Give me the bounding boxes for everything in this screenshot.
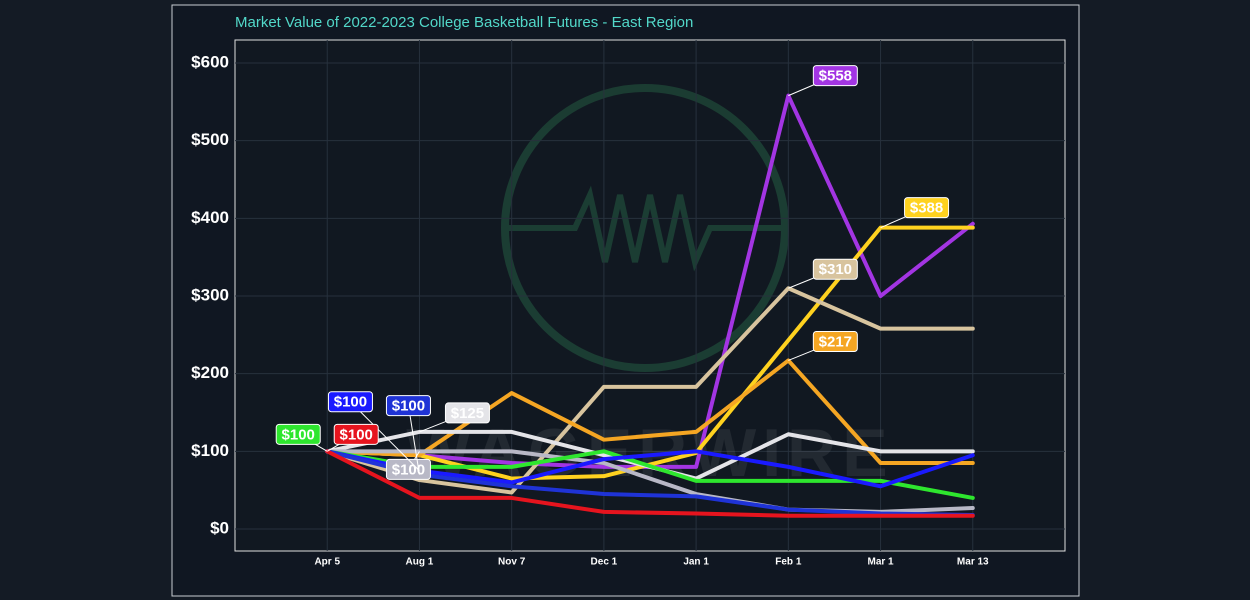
chart-title: Market Value of 2022-2023 College Basket… [235,14,693,31]
y-tick-label: $400 [191,208,229,227]
label-text: $100 [334,394,367,411]
series-line [325,449,975,489]
value-label: $100 [275,423,328,452]
label-box [812,330,858,352]
label-text: $217 [819,333,852,350]
value-labels: $558 $388 $310 $217 $125 $100 $100 $100 $100 $100 [275,65,950,480]
value-label: $558 [788,65,858,97]
label-box [333,423,379,445]
label-box [812,65,858,87]
series-line [325,449,975,518]
series-line [325,358,975,465]
label-text: $558 [819,68,852,85]
label-leader [407,405,420,475]
label-text: $125 [451,405,484,422]
series-line [325,449,975,500]
label-leader [350,401,420,472]
label-box [275,423,321,445]
label-box [385,395,431,417]
y-tick-label: $500 [191,130,229,149]
label-text: $100 [282,426,315,443]
lines [325,93,975,518]
x-tick-label: Nov 7 [498,557,526,568]
series-line [325,286,975,495]
label-text: $388 [910,200,943,217]
value-label: $388 [880,197,950,229]
watermark-logo [501,84,789,372]
y-tick-label: $200 [191,363,229,382]
value-label: $217 [788,330,858,361]
x-tick-label: Mar 1 [867,557,894,568]
value-label: $100 [327,391,420,472]
value-label: $310 [788,258,858,289]
value-label: $100 [385,395,431,475]
value-label: $100 [326,423,379,452]
x-tick-label: Feb 1 [775,557,802,568]
y-tick-label: $100 [191,441,229,460]
x-tick-label: Jan 1 [683,557,709,568]
label-text: $100 [392,461,425,478]
value-label: $125 [419,402,490,433]
y-tick-label: $600 [191,52,229,71]
x-tick-label: Apr 5 [314,557,340,568]
label-text: $100 [392,398,425,415]
label-box [904,197,950,219]
y-tick-label: $0 [210,518,229,537]
label-text: $310 [819,261,852,278]
label-box [444,402,490,424]
x-tick-label: Aug 1 [406,557,434,568]
x-tick-label: Dec 1 [591,557,618,568]
series-line [325,449,975,518]
label-text: $100 [340,426,373,443]
label-box [812,258,858,280]
x-tick-label: Mar 13 [957,557,989,568]
label-box [327,391,373,413]
y-tick-label: $300 [191,285,229,304]
